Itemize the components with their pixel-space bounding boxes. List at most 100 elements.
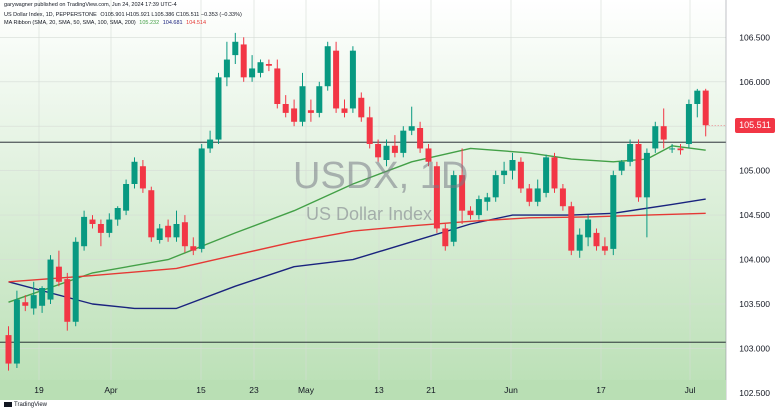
candle bbox=[299, 72, 306, 127]
candles bbox=[5, 32, 709, 371]
candle bbox=[484, 192, 491, 211]
time-tick-label: Jun bbox=[504, 385, 518, 395]
candle bbox=[114, 206, 121, 226]
time-tick-label: 21 bbox=[426, 385, 436, 395]
sma100-value: 104.514 bbox=[186, 20, 207, 26]
candle bbox=[72, 237, 79, 327]
candle bbox=[106, 213, 113, 238]
candle bbox=[467, 206, 474, 220]
candle bbox=[450, 170, 457, 247]
horizontal-levels bbox=[0, 124, 726, 343]
candle bbox=[148, 186, 155, 242]
price-tick-label: 104.000 bbox=[739, 255, 770, 265]
candle bbox=[408, 106, 415, 136]
candle bbox=[215, 72, 222, 144]
candle bbox=[198, 144, 205, 253]
candle bbox=[559, 184, 566, 211]
candle bbox=[249, 55, 256, 82]
candle bbox=[391, 135, 398, 158]
candle bbox=[123, 179, 130, 216]
price-axis-background bbox=[726, 0, 780, 412]
time-axis[interactable]: 19 Apr 15 23 May 13 21 Jun 17 Jul bbox=[0, 380, 726, 400]
price-tick-label: 103.000 bbox=[739, 343, 770, 353]
candle bbox=[81, 210, 88, 251]
price-tick-label: 104.500 bbox=[739, 210, 770, 220]
candle bbox=[207, 130, 214, 153]
sma20-value: 105.232 bbox=[139, 20, 160, 26]
candle bbox=[89, 215, 96, 229]
candle bbox=[643, 148, 650, 238]
candle bbox=[240, 37, 247, 82]
price-axis[interactable]: 102.500 103.000 103.500 104.000 104.500 105.0… bbox=[725, 0, 780, 412]
candle bbox=[173, 210, 180, 242]
candle bbox=[307, 99, 314, 122]
candle bbox=[442, 224, 449, 251]
candle bbox=[274, 59, 281, 109]
candle bbox=[375, 139, 382, 162]
time-axis-background bbox=[0, 380, 726, 400]
candle bbox=[333, 41, 340, 113]
time-tick-label: May bbox=[298, 385, 315, 395]
candle bbox=[223, 41, 230, 87]
time-tick-label: 13 bbox=[374, 385, 384, 395]
candle bbox=[400, 126, 407, 158]
candle bbox=[156, 224, 163, 244]
price-tick-label: 102.500 bbox=[739, 388, 770, 398]
candle bbox=[459, 148, 466, 224]
candle bbox=[39, 286, 46, 313]
candle bbox=[627, 139, 634, 167]
time-tick-label: 19 bbox=[34, 385, 44, 395]
ma-line bbox=[8, 212, 706, 283]
ohlc-values: O105.901 H105.921 L105.386 C105.511 −0.3… bbox=[100, 12, 242, 18]
watermark-name: US Dollar Index bbox=[306, 204, 433, 224]
candle bbox=[181, 215, 188, 253]
price-tick-label: 103.500 bbox=[739, 299, 770, 309]
candle bbox=[685, 99, 692, 149]
candle bbox=[5, 326, 12, 371]
time-tick-label: 17 bbox=[596, 385, 606, 395]
candle bbox=[694, 88, 701, 118]
candle bbox=[366, 106, 373, 149]
time-tick-label: Jul bbox=[685, 385, 696, 395]
watermark-symbol: USDX, 1D bbox=[293, 155, 469, 197]
candle bbox=[509, 152, 516, 180]
candle bbox=[165, 219, 172, 242]
tradingview-logo-icon bbox=[4, 402, 12, 407]
candle bbox=[433, 161, 440, 233]
candle bbox=[492, 170, 499, 202]
candle bbox=[677, 144, 684, 155]
candle bbox=[190, 237, 197, 256]
symbol-name[interactable]: US Dollar Index, 1D, PEPPERSTONE bbox=[4, 12, 97, 18]
candle bbox=[13, 290, 20, 368]
candle bbox=[22, 295, 29, 312]
candle bbox=[291, 99, 298, 127]
time-tick-label: Apr bbox=[104, 385, 117, 395]
price-tick-label: 105.000 bbox=[739, 166, 770, 176]
current-price-label: 105.511 bbox=[735, 118, 775, 134]
time-tick-label: 15 bbox=[196, 385, 206, 395]
ma-ribbon-label[interactable]: MA Ribbon (SMA, 20, SMA, 50, SMA, 100, S… bbox=[4, 20, 136, 26]
candle bbox=[341, 99, 348, 118]
candle bbox=[417, 121, 424, 153]
ma-ribbon-line: MA Ribbon (SMA, 20, SMA, 50, SMA, 100, S… bbox=[4, 20, 208, 27]
candle bbox=[702, 88, 709, 137]
candle bbox=[526, 184, 533, 207]
candle bbox=[232, 32, 239, 64]
symbol-line: US Dollar Index, 1D, PEPPERSTONE O105.90… bbox=[4, 12, 244, 19]
candle bbox=[669, 144, 676, 153]
candle bbox=[55, 250, 62, 287]
candle bbox=[593, 228, 600, 251]
candle bbox=[30, 281, 37, 315]
candle bbox=[576, 228, 583, 258]
candle bbox=[543, 154, 550, 198]
candle bbox=[635, 139, 642, 202]
candle bbox=[534, 179, 541, 207]
candle bbox=[585, 215, 592, 247]
candle bbox=[517, 157, 524, 193]
footer-brand: TradingView bbox=[4, 402, 47, 408]
candle bbox=[551, 152, 558, 193]
candle bbox=[501, 161, 508, 184]
candle bbox=[610, 170, 617, 256]
